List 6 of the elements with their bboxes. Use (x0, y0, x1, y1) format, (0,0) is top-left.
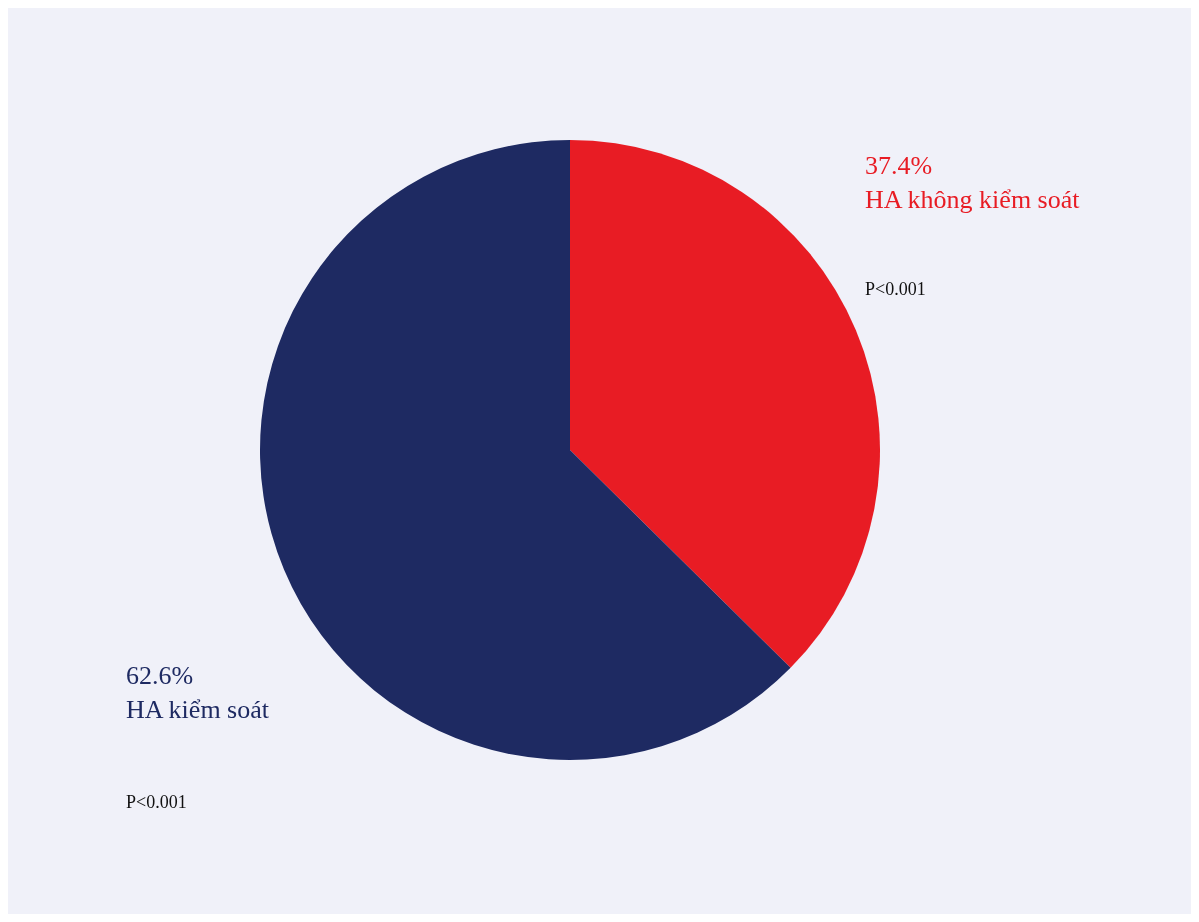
text: P<0.001 (126, 792, 187, 812)
slice-label: HA kiểm soát (126, 694, 270, 724)
data-label: 37.4% (865, 150, 933, 180)
slice-label: HA không kiểm soát (865, 184, 1081, 214)
data-label: 62.6% (126, 660, 194, 690)
text: P<0.001 (865, 279, 926, 299)
